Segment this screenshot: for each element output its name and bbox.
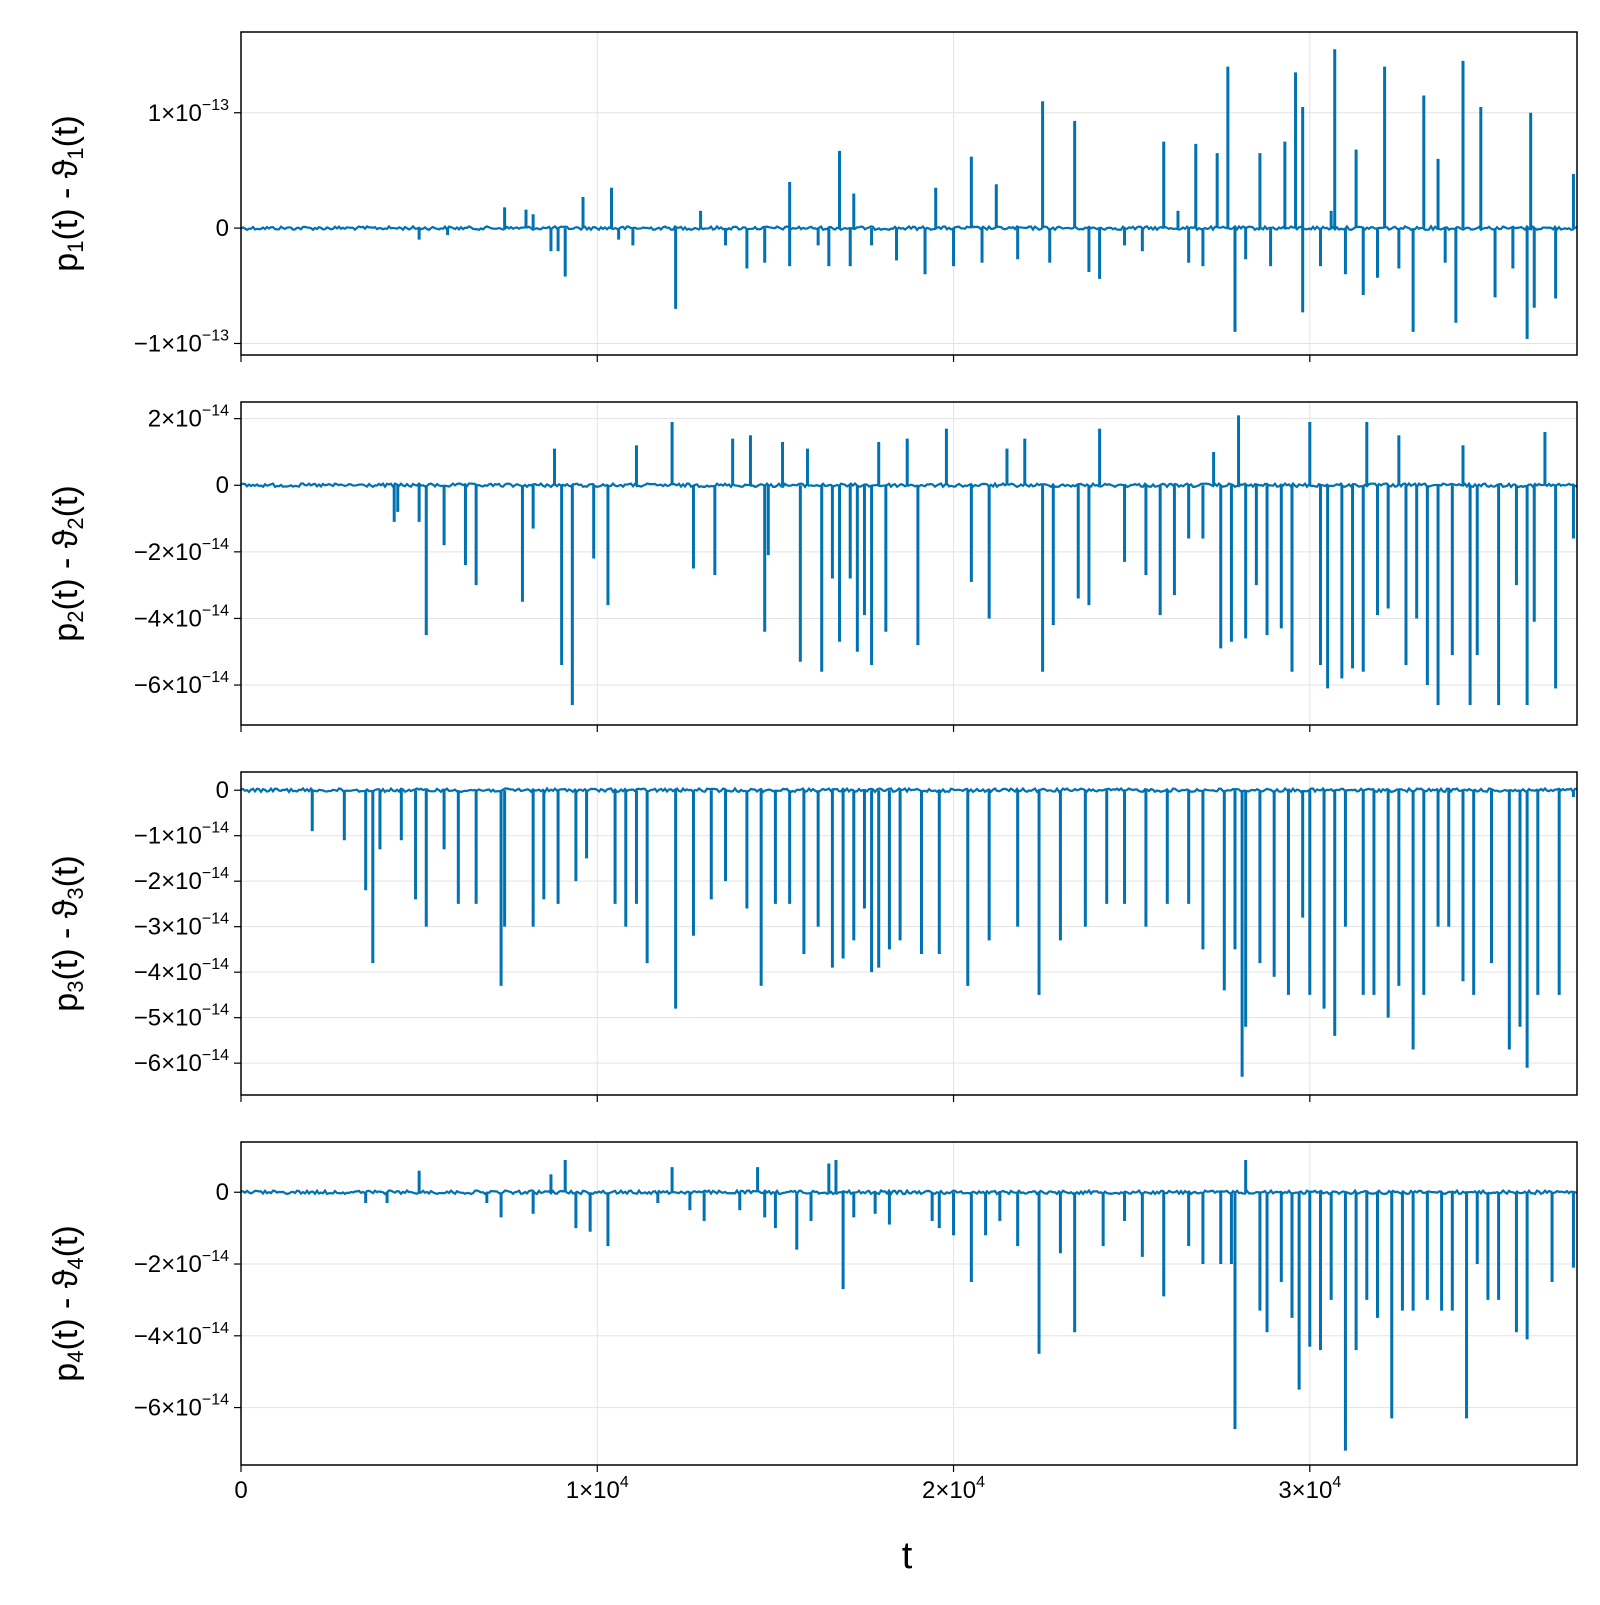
panel-3: 0 −1×10−14 −2×10−14 −3×10−14 −4×10−14 −5×10−1… xyxy=(47,771,1578,1102)
x-tick-label: 1×104 xyxy=(566,1474,629,1504)
y-tick-label: −4×10−14 xyxy=(134,1320,229,1350)
series-baseline xyxy=(240,224,1578,232)
y-tick-label: −2×10−14 xyxy=(134,536,229,566)
panels: 1×10−13 0 −1×10−13 p1(t) - ϑ1(t) 2×10−14 0 −2×… xyxy=(47,31,1578,1472)
y-axis-label-1: p1(t) - ϑ1(t) xyxy=(47,115,88,271)
x-axis-label: t xyxy=(902,1535,913,1577)
y-axis-label-2: p2(t) - ϑ2(t) xyxy=(47,485,88,641)
x-tick-label: 3×104 xyxy=(1278,1474,1341,1504)
y-tick-label: −4×10−14 xyxy=(134,602,229,632)
y-tick-label: 2×10−14 xyxy=(148,403,229,433)
x-tick-label: 2×104 xyxy=(922,1474,985,1504)
panel-1: 1×10−13 0 −1×10−13 p1(t) - ϑ1(t) xyxy=(47,31,1578,362)
y-tick-label: 0 xyxy=(216,777,229,804)
series-baseline xyxy=(240,481,1578,489)
y-axis-label-3: p3(t) - ϑ3(t) xyxy=(47,855,88,1011)
panel-2: 2×10−14 0 −2×10−14 −4×10−14 −6×10−14 p2(t) - … xyxy=(47,401,1578,732)
y-tick-label: 1×10−13 xyxy=(148,97,229,127)
y-tick-label: −2×10−14 xyxy=(134,1248,229,1278)
panel-frame xyxy=(240,31,1578,356)
y-tick-label: 0 xyxy=(216,1179,229,1206)
y-tick-label: −3×10−14 xyxy=(134,911,229,941)
y-tick-label: −2×10−14 xyxy=(134,865,229,895)
y-tick-label: −4×10−14 xyxy=(134,956,229,986)
y-tick-label: −1×10−14 xyxy=(134,820,229,850)
panel-frame xyxy=(240,1141,1578,1466)
x-tick-labels: 0 1×104 2×104 3×104 xyxy=(234,1474,1341,1504)
panel-frame xyxy=(240,771,1578,1096)
y-tick-label: −6×10−14 xyxy=(134,1392,229,1422)
y-tick-label: −6×10−14 xyxy=(134,1047,229,1077)
y-axis-label-4: p4(t) - ϑ4(t) xyxy=(47,1225,88,1381)
panel-frame xyxy=(240,401,1578,726)
y-tick-label: −5×10−14 xyxy=(134,1002,229,1032)
x-tick-label: 0 xyxy=(234,1477,247,1504)
series-baseline xyxy=(240,786,1578,794)
y-tick-label: −6×10−14 xyxy=(134,669,229,699)
panel-4: 0 −2×10−14 −4×10−14 −6×10−14 p4(t) - ϑ4(t) xyxy=(47,1141,1578,1472)
y-tick-label: 0 xyxy=(216,472,229,499)
series-baseline xyxy=(240,1188,1578,1197)
y-tick-label: 0 xyxy=(216,215,229,242)
y-tick-label: −1×10−13 xyxy=(134,327,229,357)
